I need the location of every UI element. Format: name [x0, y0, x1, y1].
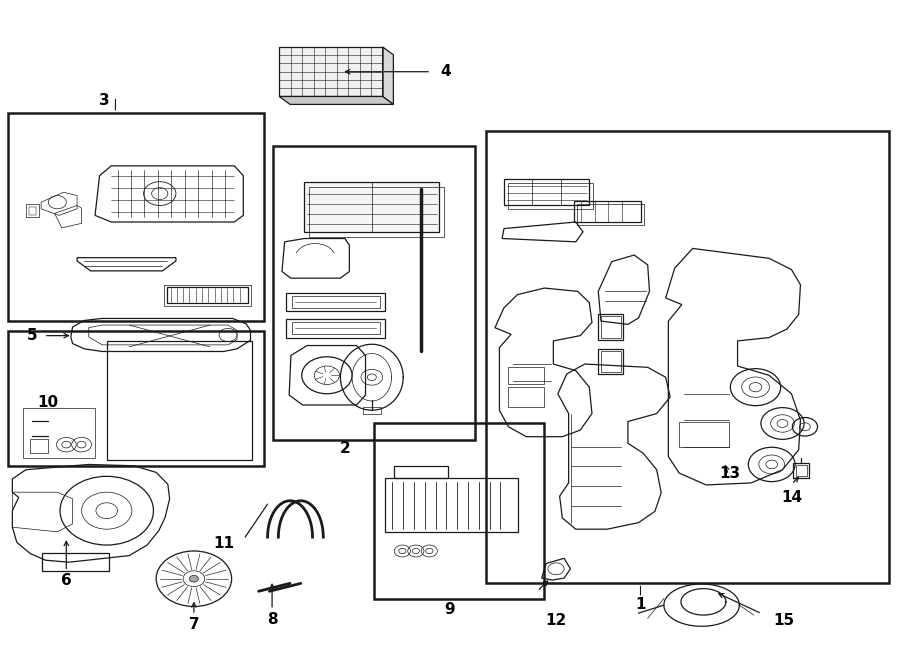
Text: 7: 7: [189, 618, 199, 632]
Text: 6: 6: [61, 573, 72, 588]
Bar: [601, 316, 621, 338]
Bar: [292, 322, 380, 334]
Bar: [8, 113, 264, 321]
Text: 13: 13: [720, 465, 741, 481]
Bar: [508, 367, 544, 384]
Bar: [504, 179, 590, 205]
Text: 11: 11: [213, 536, 234, 551]
Text: 10: 10: [37, 395, 58, 410]
Polygon shape: [382, 47, 393, 105]
Bar: [577, 204, 644, 225]
Text: 14: 14: [781, 490, 802, 505]
Bar: [508, 387, 544, 407]
Text: 15: 15: [774, 613, 795, 628]
Bar: [598, 314, 624, 340]
Bar: [574, 201, 642, 222]
Text: 3: 3: [99, 93, 109, 108]
Bar: [309, 187, 444, 236]
Bar: [598, 349, 624, 374]
Bar: [304, 182, 439, 232]
Bar: [273, 146, 475, 440]
Text: 12: 12: [545, 613, 567, 628]
Bar: [601, 351, 621, 372]
Text: 1: 1: [635, 597, 646, 612]
Bar: [394, 466, 448, 478]
Bar: [8, 331, 264, 467]
Bar: [286, 319, 385, 338]
Bar: [292, 296, 380, 308]
Bar: [286, 293, 385, 311]
Text: 4: 4: [440, 64, 451, 79]
Bar: [164, 285, 250, 306]
Bar: [793, 463, 809, 478]
Bar: [31, 440, 49, 453]
Bar: [279, 47, 382, 97]
Bar: [385, 478, 518, 532]
Bar: [42, 553, 110, 571]
Polygon shape: [279, 97, 393, 105]
Bar: [26, 204, 40, 217]
Bar: [107, 341, 252, 460]
Bar: [508, 183, 593, 209]
Bar: [486, 131, 888, 583]
Text: 9: 9: [445, 602, 455, 617]
Bar: [680, 422, 729, 447]
Bar: [166, 287, 248, 303]
Text: 5: 5: [27, 328, 38, 343]
Text: 8: 8: [266, 612, 277, 627]
Bar: [363, 407, 381, 414]
Bar: [374, 424, 544, 598]
Bar: [23, 408, 95, 458]
Text: 2: 2: [339, 441, 350, 456]
Bar: [796, 465, 806, 476]
Bar: [29, 207, 36, 214]
Circle shape: [189, 575, 198, 582]
